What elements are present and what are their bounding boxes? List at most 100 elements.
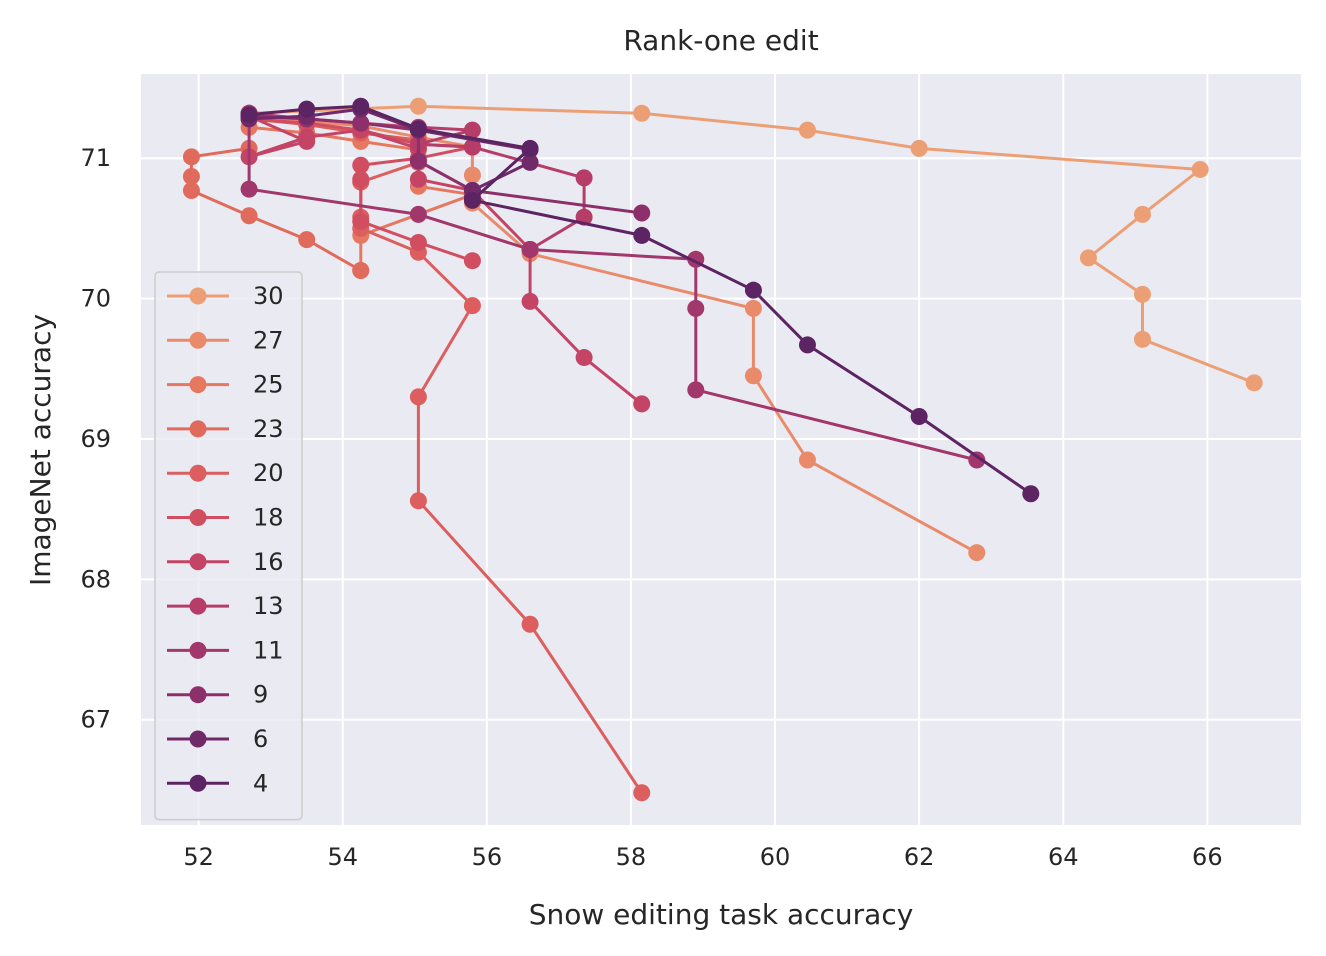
data-point [463, 297, 481, 315]
data-point [352, 114, 370, 132]
legend-label: 25 [253, 371, 284, 399]
legend-label: 23 [253, 415, 284, 443]
series-layer [182, 97, 1263, 802]
x-tick-label: 66 [1192, 843, 1223, 871]
grid [141, 74, 1301, 825]
legend-label: 11 [253, 636, 284, 664]
data-point [575, 169, 593, 187]
legend-item: 30 [167, 282, 284, 310]
legend-item: 13 [167, 592, 284, 620]
data-point [298, 100, 316, 118]
data-point [744, 299, 762, 317]
legend-item: 23 [167, 415, 284, 443]
legend-marker [189, 553, 207, 571]
legend-marker [189, 641, 207, 659]
data-point [463, 138, 481, 156]
series-30 [240, 97, 1263, 392]
data-point [409, 233, 427, 251]
data-point [633, 395, 651, 413]
legend-label: 4 [253, 769, 268, 797]
legend-marker [189, 420, 207, 438]
data-point [798, 336, 816, 354]
data-point [1133, 205, 1151, 223]
x-tick-label: 56 [472, 843, 503, 871]
data-point [1133, 330, 1151, 348]
data-point [1133, 285, 1151, 303]
data-point [409, 97, 427, 115]
data-point [633, 784, 651, 802]
data-point [910, 139, 928, 157]
legend-item: 20 [167, 459, 284, 487]
y-axis-label: ImageNet accuracy [24, 314, 57, 586]
data-point [409, 170, 427, 188]
legend-item: 16 [167, 548, 284, 576]
legend-marker [189, 686, 207, 704]
legend-label: 18 [253, 504, 284, 532]
data-point [298, 128, 316, 146]
data-point [633, 104, 651, 122]
data-point [1245, 374, 1263, 392]
legend-box [154, 271, 303, 821]
data-point [1022, 485, 1040, 503]
legend-item: 25 [167, 371, 284, 399]
legend-label: 20 [253, 459, 284, 487]
data-point [352, 212, 370, 230]
data-point [910, 408, 928, 426]
data-point [968, 544, 986, 562]
legend: 30 27 25 23 20 18 16 13 11 9 6 4 [154, 271, 303, 821]
data-point [633, 204, 651, 222]
data-point [182, 182, 200, 200]
data-point [409, 120, 427, 138]
data-point [240, 207, 258, 225]
data-point [409, 152, 427, 170]
data-point [798, 121, 816, 139]
legend-label: 30 [253, 282, 284, 310]
data-point [521, 615, 539, 633]
legend-marker [189, 597, 207, 615]
x-tick-label: 54 [327, 843, 358, 871]
data-point [409, 388, 427, 406]
data-point [521, 153, 539, 171]
legend-marker [189, 509, 207, 526]
legend-marker [189, 331, 207, 349]
data-point [1191, 160, 1209, 178]
data-point [463, 121, 481, 139]
data-point [409, 492, 427, 510]
y-tick-label: 69 [80, 425, 111, 453]
x-tick-label: 60 [760, 843, 791, 871]
y-tick-label: 67 [80, 706, 111, 734]
legend-item: 27 [167, 326, 284, 354]
data-point [744, 367, 762, 385]
x-tick-label: 52 [183, 843, 214, 871]
data-point [575, 349, 593, 367]
series-4 [240, 97, 1040, 503]
data-point [182, 148, 200, 166]
legend-label: 27 [253, 326, 284, 354]
legend-marker [189, 774, 207, 792]
data-point [352, 156, 370, 174]
x-tick-label: 62 [904, 843, 935, 871]
y-tick-label: 70 [80, 285, 111, 313]
data-point [463, 191, 481, 209]
data-point [687, 381, 705, 399]
x-axis-label: Snow editing task accuracy [529, 898, 914, 931]
data-point [409, 205, 427, 223]
legend-item: 11 [167, 636, 284, 664]
y-tick-label: 71 [80, 144, 111, 172]
data-point [744, 281, 762, 299]
y-tick-label: 68 [80, 565, 111, 593]
data-point [463, 166, 481, 184]
legend-label: 13 [253, 592, 284, 620]
legend-label: 9 [253, 681, 268, 709]
legend-label: 16 [253, 548, 284, 576]
data-point [240, 180, 258, 198]
legend-marker [189, 287, 207, 305]
x-tick-label: 58 [616, 843, 647, 871]
data-point [798, 451, 816, 469]
series-line [247, 113, 978, 462]
data-point [463, 252, 481, 270]
plot-area [141, 74, 1301, 825]
legend-label: 6 [253, 725, 268, 753]
